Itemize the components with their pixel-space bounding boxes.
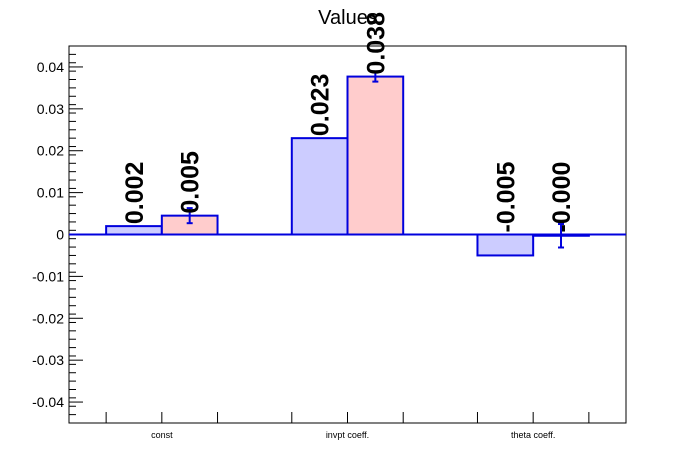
bar: [105, 225, 163, 236]
bar-value-label: 0.038: [362, 12, 390, 75]
y-tick-label: 0.04: [37, 59, 64, 75]
y-tick-label: -0.01: [32, 268, 64, 284]
bar-value-label: -0.000: [548, 162, 576, 233]
bar-value-label: 0.002: [121, 162, 149, 225]
y-tick-label: -0.02: [32, 310, 64, 326]
x-tick-label: invpt coeff.: [326, 430, 369, 440]
data-labels: 0.002 0.023 -0.005 0.005 0.038 -0.000: [121, 12, 576, 233]
bar-value-label: 0.023: [307, 74, 335, 137]
x-tick-label: const: [151, 430, 173, 440]
bars: [69, 70, 626, 257]
y-tick-label: 0: [56, 227, 64, 243]
bar: [290, 137, 349, 236]
x-tick-label: theta coeff.: [511, 430, 555, 440]
y-tick-label: 0.02: [37, 143, 64, 159]
bar-value-label: -0.005: [492, 162, 520, 233]
bar: [476, 233, 535, 257]
y-tick-label: 0.03: [37, 101, 64, 117]
y-tick-label: 0.01: [37, 185, 64, 201]
x-axis: const invpt coeff. theta coeff.: [105, 412, 590, 440]
chart-title: Values: [318, 7, 378, 29]
bar-value-label: 0.005: [177, 151, 205, 214]
y-tick-label: -0.04: [32, 394, 64, 410]
y-axis: 0.04 0.03 0.02 0.01 0 -0.01 -0.02 -0.03 -0.04: [32, 45, 83, 424]
bar: [346, 75, 405, 236]
y-tick-label: -0.03: [32, 352, 64, 368]
